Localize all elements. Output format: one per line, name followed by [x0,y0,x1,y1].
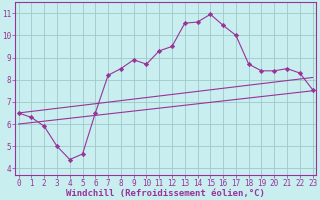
X-axis label: Windchill (Refroidissement éolien,°C): Windchill (Refroidissement éolien,°C) [66,189,265,198]
